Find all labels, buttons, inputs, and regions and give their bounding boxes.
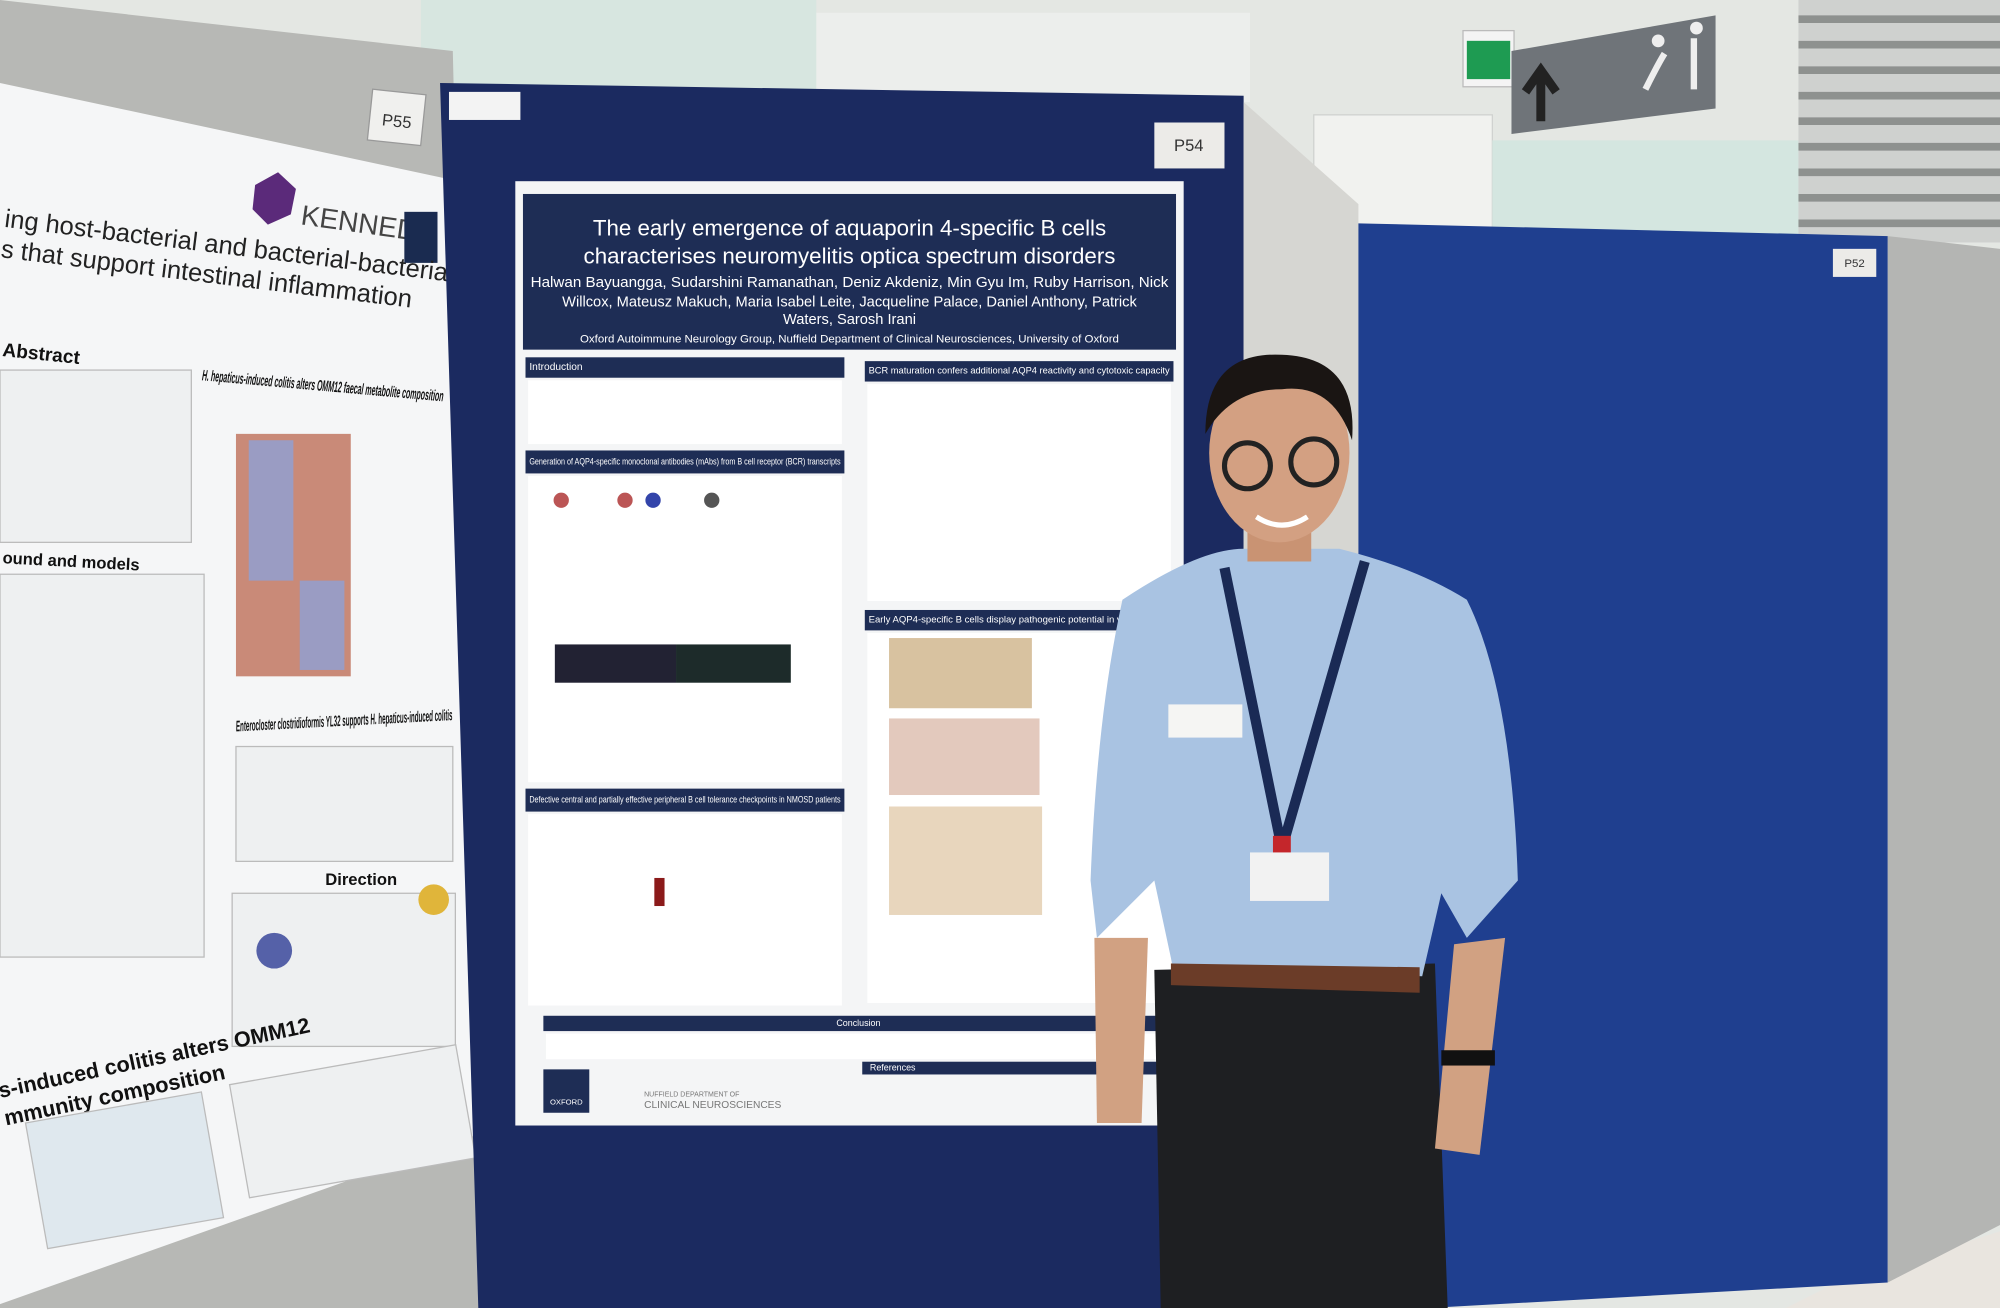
oxford-logo <box>543 1069 590 1113</box>
poster-label <box>366 88 427 147</box>
figure <box>228 1044 477 1199</box>
logo-text: CLINICAL NEUROSCIENCES <box>644 1100 781 1111</box>
heatmap-block <box>248 440 294 581</box>
cell-icon <box>418 884 449 915</box>
section-bar <box>525 357 845 378</box>
poster-header <box>522 193 1177 350</box>
direction-sign <box>1511 15 1716 134</box>
poster-label-text: P52 <box>1844 258 1864 270</box>
section-body <box>867 384 1171 602</box>
cell-icon <box>704 492 720 508</box>
figure <box>0 573 205 958</box>
watch <box>1441 1050 1495 1066</box>
poster-authors: Willcox, Mateusz Makuch, Maria Isabel Le… <box>562 294 1137 310</box>
logo-text: OXFORD <box>550 1098 583 1107</box>
section-bar <box>525 450 845 474</box>
cell-icon <box>617 492 633 508</box>
poster-label-text: P54 <box>1174 136 1203 155</box>
section-bar <box>525 788 845 812</box>
person <box>1090 354 1518 1308</box>
section-title: Introduction <box>529 362 582 373</box>
poster-affiliation: Oxford Autoimmune Neurology Group, Nuffi… <box>580 333 1119 345</box>
face <box>1209 363 1350 543</box>
partition <box>1887 236 2000 1283</box>
exit-sign <box>1462 29 1515 88</box>
smile <box>1254 514 1309 528</box>
wall-panel <box>816 12 1250 103</box>
kennedy-logo <box>252 172 296 225</box>
poster-title: The early emergence of aquaporin 4-speci… <box>593 216 1106 241</box>
window <box>420 0 817 96</box>
name-tag <box>1168 704 1243 738</box>
section-title: Conclusion <box>836 1018 880 1028</box>
micrograph <box>889 806 1043 915</box>
section-bar <box>864 361 1174 382</box>
section-bar <box>543 1015 1174 1032</box>
trousers <box>1154 963 1448 1308</box>
micrograph <box>676 644 791 683</box>
glasses <box>1221 440 1273 492</box>
micrograph <box>554 644 677 683</box>
figure <box>24 1091 225 1250</box>
heatmap-block <box>299 580 345 670</box>
vent <box>1798 0 2000 243</box>
section-title: Defective central and partially effectiv… <box>529 794 841 804</box>
micrograph <box>889 638 1032 709</box>
arm <box>1434 937 1506 1155</box>
section-body <box>545 1033 1171 1060</box>
section-title: References <box>870 1062 916 1072</box>
belt <box>1170 963 1420 993</box>
figure-bar <box>654 877 665 907</box>
figure <box>0 369 192 543</box>
figure <box>231 892 456 1048</box>
poster-label <box>1832 248 1877 277</box>
figure <box>235 745 454 863</box>
section-body <box>528 380 842 445</box>
hair <box>1205 354 1353 441</box>
logo-text: NUFFIELD DEPARTMENT OF <box>644 1092 739 1099</box>
arm <box>1094 937 1148 1123</box>
section-title: Early AQP4-specific B cells display path… <box>869 615 1134 626</box>
section-title: Generation of AQP4-specific monoclonal a… <box>529 456 841 466</box>
section-body <box>528 475 842 783</box>
poster-authors: Halwan Bayuangga, Sudarshini Ramanathan,… <box>531 275 1169 291</box>
micrograph <box>889 718 1040 796</box>
section-body <box>528 814 842 1006</box>
section-title: BCR maturation confers additional AQP4 r… <box>869 366 1171 376</box>
poster-label <box>1154 122 1225 169</box>
board-tag <box>448 91 521 120</box>
cell-icon <box>553 492 569 508</box>
p55-heading: Direction <box>325 870 397 889</box>
poster-label-text: P55 <box>381 110 412 132</box>
oxford-logo <box>404 211 438 263</box>
cell-icon <box>645 492 661 508</box>
section-bar <box>862 1061 1174 1075</box>
poster-title: characterises neuromyelitis optica spect… <box>584 244 1116 269</box>
poster-authors: Waters, Sarosh Irani <box>783 312 916 328</box>
cell-icon <box>256 932 293 969</box>
window <box>1492 140 1799 243</box>
id-badge <box>1250 852 1330 901</box>
section-bar <box>864 609 1174 631</box>
glasses <box>1288 436 1340 488</box>
